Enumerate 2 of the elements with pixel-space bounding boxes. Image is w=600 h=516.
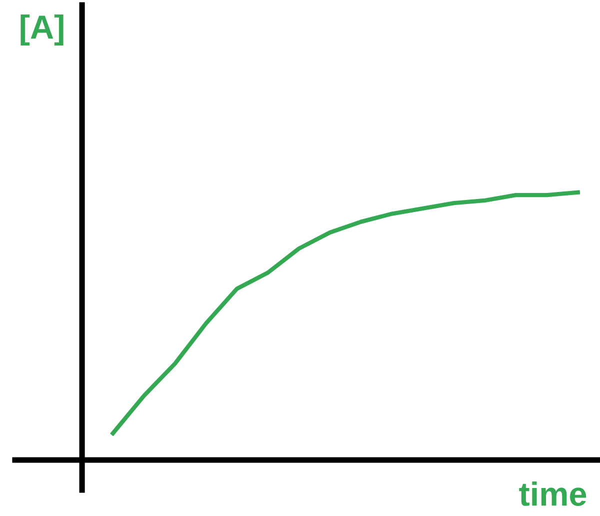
x-axis-title: time — [519, 481, 586, 506]
y-axis-title: [A] — [20, 14, 64, 46]
